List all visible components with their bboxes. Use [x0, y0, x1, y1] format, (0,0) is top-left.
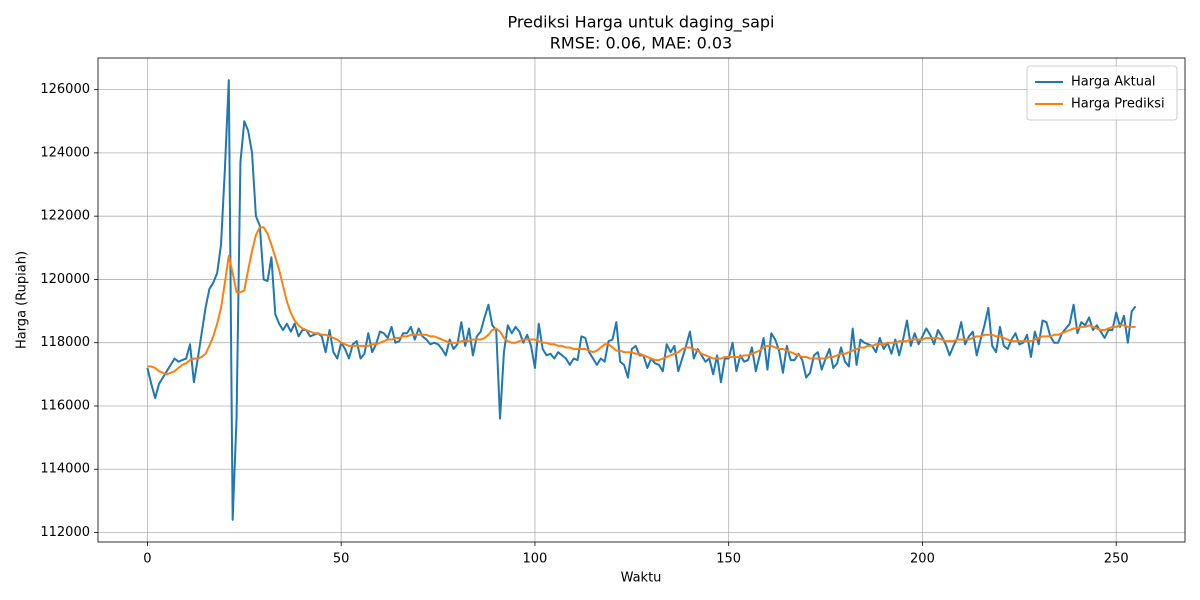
y-tick-label: 112000 — [40, 525, 90, 540]
series-line — [147, 226, 1136, 376]
y-axis-label: Harga (Rupiah) — [15, 251, 30, 349]
x-tick-label: 0 — [143, 552, 151, 567]
series-line — [146, 79, 1137, 521]
legend-box — [1026, 65, 1178, 121]
chart-subtitle: RMSE: 0.06, MAE: 0.03 — [550, 34, 732, 53]
y-tick-label: 114000 — [40, 462, 90, 477]
x-tick-label: 150 — [716, 552, 741, 567]
legend-label: Harga Prediksi — [1071, 97, 1165, 112]
y-tick-label: 122000 — [40, 209, 90, 224]
y-tick-label: 118000 — [40, 335, 90, 350]
x-tick-label: 100 — [523, 552, 548, 567]
legend: Harga Aktual Harga Prediksi — [1026, 65, 1178, 121]
y-tick-label: 120000 — [40, 272, 90, 287]
x-tick-label: 50 — [333, 552, 350, 567]
x-tick-label: 250 — [1104, 552, 1129, 567]
x-tick-label: 200 — [910, 552, 935, 567]
legend-label: Harga Aktual — [1071, 75, 1156, 90]
plot-frame — [97, 57, 1186, 543]
y-tick-label: 126000 — [40, 82, 90, 97]
y-tick-label: 124000 — [40, 145, 90, 160]
y-tick-label: 116000 — [40, 398, 90, 413]
chart-title: Prediksi Harga untuk daging_sapi — [508, 13, 775, 33]
x-axis-label: Waktu — [621, 571, 662, 586]
